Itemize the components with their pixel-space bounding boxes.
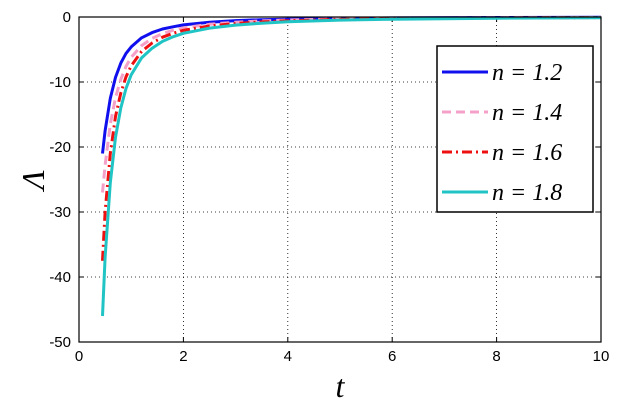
y-tick-label: 0 — [63, 9, 71, 26]
y-tick-label: -40 — [49, 269, 71, 286]
x-tick-label: 2 — [179, 348, 187, 365]
y-tick-label: -20 — [49, 139, 71, 156]
legend-box — [436, 45, 594, 213]
series-line-2 — [101, 16, 602, 193]
series-line-4 — [101, 16, 602, 317]
legend-label: n = 1.8 — [492, 180, 562, 206]
y-tick-label: -30 — [49, 204, 71, 221]
legend: n = 1.2 n = 1.4 n = 1.6 n = 1.8 — [436, 45, 594, 213]
x-tick-label: 8 — [492, 348, 500, 365]
y-tick-label: -10 — [49, 74, 71, 91]
x-axis-label: t — [336, 368, 346, 404]
legend-label: n = 1.4 — [492, 100, 562, 126]
x-tick-label: 0 — [75, 348, 83, 365]
y-tick-labels: 0 -10 -20 -30 -40 -50 — [49, 9, 71, 351]
y-tick-label: -50 — [49, 334, 71, 351]
legend-label: n = 1.2 — [492, 60, 562, 86]
x-tick-label: 10 — [593, 348, 610, 365]
plot-frame — [78, 16, 602, 343]
series-line-3 — [101, 16, 602, 261]
legend-label: n = 1.6 — [492, 140, 562, 166]
series-lines — [101, 15, 602, 317]
y-axis-label: Λ — [15, 170, 51, 193]
x-tick-label: 4 — [284, 348, 292, 365]
series-line-1 — [101, 15, 602, 154]
x-tick-label: 6 — [388, 348, 396, 365]
x-tick-labels: 0 2 4 6 8 10 — [75, 348, 610, 365]
